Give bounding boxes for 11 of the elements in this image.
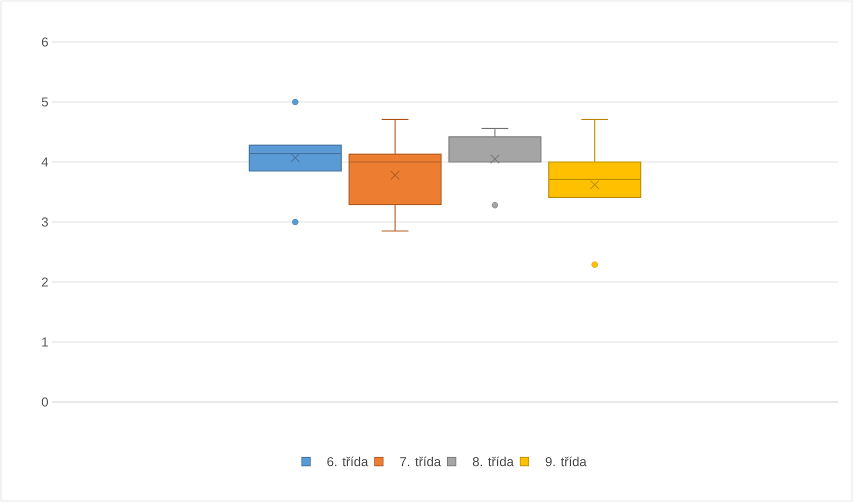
y-tick-label: 2 [42,277,48,287]
legend-label: 8. třída [472,456,514,466]
y-tick-label: 6 [42,37,48,47]
y-tick-label: 4 [42,158,48,166]
y-tick-label: 0 [42,397,48,407]
legend-label: 9. třída [546,456,587,466]
legend-label: 7. třída [400,456,442,466]
y-tick-label: 5 [42,97,48,107]
y-tick-label: 1 [42,338,48,346]
legend-label: 6. třída [327,456,368,466]
y-tick-label: 3 [42,217,48,227]
